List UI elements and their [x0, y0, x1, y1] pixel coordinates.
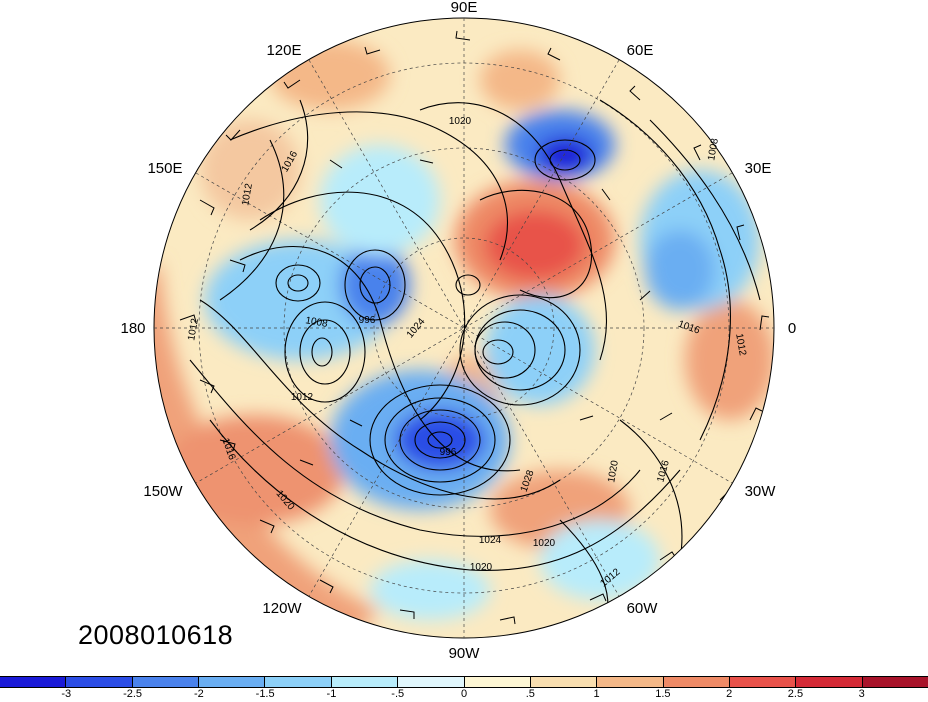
isobar-label: 1012 — [291, 392, 314, 403]
colorbar-box — [530, 677, 598, 687]
colorbar-box — [66, 677, 133, 687]
label-120e: 120E — [266, 42, 301, 59]
colorbar-box — [331, 677, 399, 687]
colorbar-box — [862, 677, 928, 687]
isobar-label: 1020 — [606, 459, 621, 483]
label-90e: 90E — [451, 0, 478, 16]
colorbar-box — [597, 677, 664, 687]
label-90w: 90W — [449, 645, 481, 662]
graticule — [154, 18, 774, 638]
isobar-label: 996 — [440, 447, 457, 458]
label-60e: 60E — [627, 42, 654, 59]
isobar-label: 1008 — [305, 315, 329, 330]
colorbar-label: 2 — [726, 688, 733, 700]
longitude-labels: 90E 60E 30E 0 30W 60W 90W 120W 150W 180 … — [120, 0, 796, 662]
colorbar-label: 1.5 — [655, 688, 671, 700]
colorbar-label: -2 — [193, 688, 204, 700]
isobar-label: 1020 — [533, 538, 556, 549]
label-180: 180 — [120, 320, 145, 337]
isobar-label: 1020 — [449, 116, 472, 127]
label-30e: 30E — [745, 160, 772, 177]
timestamp-label: 2008010618 — [78, 620, 234, 650]
anomaly-shading — [154, 18, 774, 638]
colorbar-label: 3 — [858, 688, 865, 700]
colorbar-label: -.5 — [391, 688, 405, 700]
colorbar-box — [0, 677, 67, 687]
isobar-label: 1012 — [186, 317, 201, 341]
colorbar-box — [398, 677, 465, 687]
colorbar-label: -2.5 — [123, 688, 143, 700]
colorbar — [0, 676, 928, 688]
colorbar-box — [663, 677, 730, 687]
colorbar-label: 0 — [460, 688, 468, 700]
colorbar-box — [796, 677, 863, 687]
colorbar-labels: -3 -2.5 -2 -1.5 -1 -.5 0 .5 1 1.5 2 2.5 3 — [0, 688, 928, 702]
wind-barbs — [179, 30, 770, 625]
isobar-label: 1012 — [240, 182, 255, 206]
isobar-label: 996 — [359, 315, 376, 326]
label-150e: 150E — [147, 160, 182, 177]
polar-map: 90E 60E 30E 0 30W 60W 90W 120W 150W 180 … — [120, 0, 796, 662]
label-120w: 120W — [262, 600, 302, 617]
colorbar-label: -1 — [326, 688, 337, 700]
label-150w: 150W — [143, 483, 183, 500]
isobar-label: 1008 — [706, 137, 721, 161]
colorbar-label: .5 — [525, 688, 535, 700]
isobar-label: 1024 — [479, 535, 502, 546]
label-60w: 60W — [627, 600, 659, 617]
isobar-label: 1012 — [733, 333, 748, 357]
isobar-label: 1020 — [470, 562, 493, 573]
colorbar-box — [464, 677, 531, 687]
isobar-contours — [189, 99, 761, 631]
colorbar-label: 2.5 — [787, 688, 804, 700]
label-0: 0 — [788, 320, 796, 337]
colorbar-box — [729, 677, 797, 687]
colorbar-box — [132, 677, 200, 687]
label-30w: 30W — [745, 483, 777, 500]
colorbar-box — [265, 677, 332, 687]
colorbar-label: -3 — [61, 688, 72, 700]
colorbar-label: 1 — [593, 688, 600, 700]
colorbar-box — [199, 677, 266, 687]
colorbar-label: -1.5 — [255, 688, 275, 700]
